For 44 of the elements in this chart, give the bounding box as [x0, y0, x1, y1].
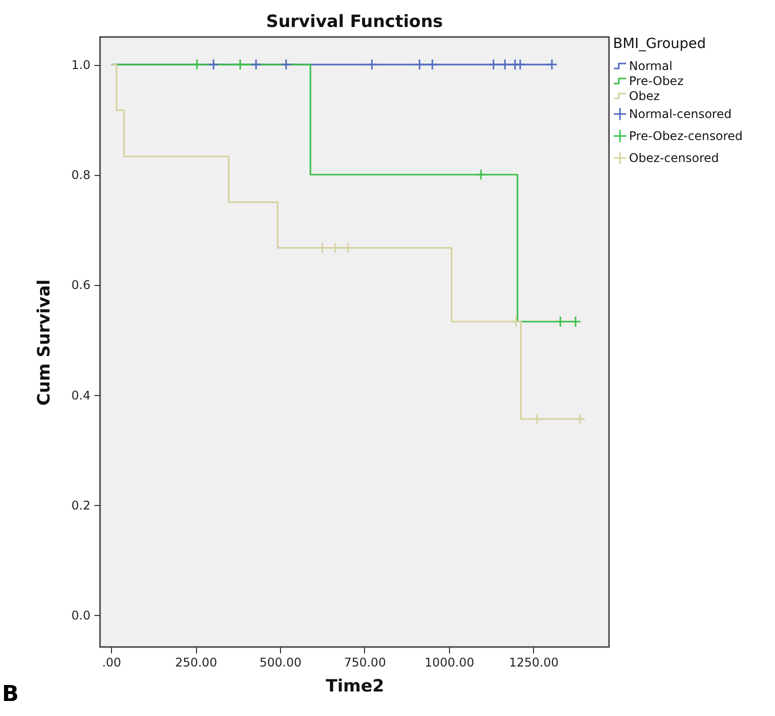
- point: [208, 58, 220, 70]
- text: B: [2, 682, 19, 707]
- point: [191, 58, 203, 70]
- point: [250, 58, 262, 70]
- y-tick-label: 0.2: [71, 498, 90, 512]
- legend-label: Pre-Obez: [629, 74, 684, 88]
- y-tick-label: 0.4: [71, 388, 90, 402]
- legend-label: Obez: [629, 89, 660, 103]
- point: [531, 413, 543, 425]
- point: [546, 58, 558, 70]
- legend-label: Obez-censored: [629, 151, 719, 165]
- point: [499, 58, 511, 70]
- point: [316, 242, 328, 254]
- x-tick-label: .00: [102, 656, 122, 670]
- point: [475, 168, 487, 180]
- point: [554, 316, 566, 328]
- x-tick-label: 750.00: [344, 656, 386, 670]
- y-axis-title: Cum Survival: [34, 279, 54, 406]
- x-axis-title: Time2: [326, 676, 384, 696]
- point: [510, 316, 522, 328]
- legend-title: BMI_Grouped: [613, 36, 706, 52]
- legend-label: Pre-Obez-censored: [629, 129, 743, 143]
- point: [426, 58, 438, 70]
- y-tick-label: 1.0: [71, 58, 90, 72]
- y-tick-label: 0.6: [71, 278, 90, 292]
- chart-title: Survival Functions: [266, 12, 443, 32]
- point: [342, 242, 354, 254]
- y-tick-label: 0.0: [71, 608, 90, 623]
- x-tick-label: 500.00: [260, 656, 302, 670]
- point: [574, 413, 586, 425]
- point: [330, 242, 342, 254]
- x-tick-label: 1250.00: [509, 656, 559, 670]
- point: [514, 58, 526, 70]
- x-tick-label: 250.00: [175, 656, 218, 670]
- point: [366, 58, 378, 70]
- x-tick-label: 1000.00: [424, 656, 474, 670]
- point: [280, 58, 292, 70]
- point: [488, 58, 500, 70]
- point: [414, 58, 426, 70]
- point: [234, 58, 246, 70]
- point: [570, 316, 582, 328]
- legend-label: Normal: [629, 59, 672, 73]
- legend-label: Normal-censored: [629, 107, 732, 121]
- y-tick-label: 0.8: [71, 168, 90, 182]
